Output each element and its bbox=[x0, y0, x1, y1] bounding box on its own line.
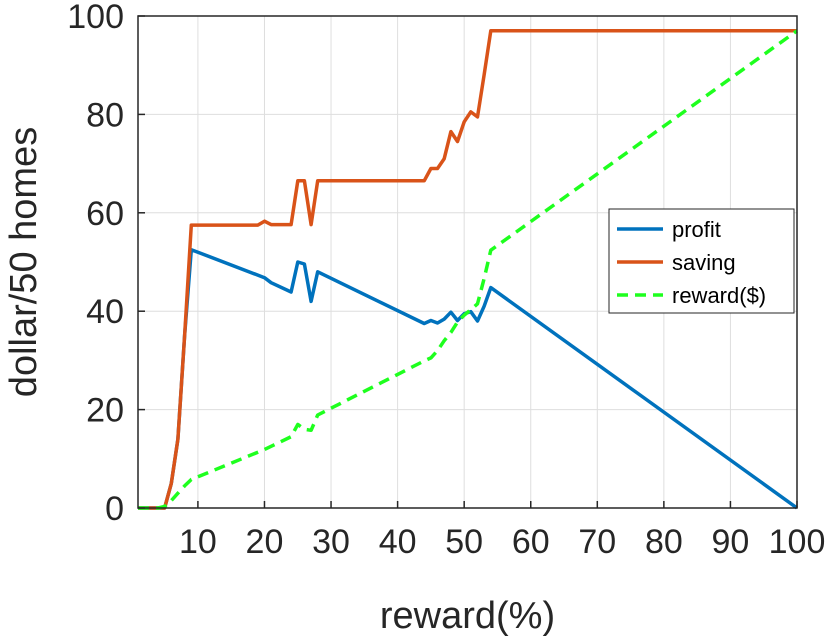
x-tick-label: 100 bbox=[769, 523, 826, 561]
axis-ticks: 10 20 30 40 50 60 70 80 90 100 0 20 40 60 80 100 bbox=[67, 0, 825, 561]
x-tick-label: 60 bbox=[512, 523, 550, 561]
x-tick-label: 50 bbox=[445, 523, 483, 561]
y-tick-label: 100 bbox=[67, 0, 124, 36]
x-tick-label: 90 bbox=[712, 523, 750, 561]
x-tick-label: 30 bbox=[312, 523, 350, 561]
legend-label: saving bbox=[672, 250, 736, 275]
y-axis-label: dollar/50 homes bbox=[3, 127, 45, 397]
legend-label: profit bbox=[672, 217, 721, 242]
legend-label: reward($) bbox=[672, 283, 766, 308]
series-lines bbox=[138, 29, 799, 510]
series-line-reward bbox=[138, 29, 799, 510]
plot-frame bbox=[137, 15, 798, 509]
x-tick-label: 40 bbox=[379, 523, 417, 561]
x-tick-label: 20 bbox=[246, 523, 284, 561]
x-tick-label: 10 bbox=[179, 523, 217, 561]
y-tick-label: 0 bbox=[105, 490, 124, 528]
y-tick-label: 60 bbox=[86, 195, 124, 233]
y-tick-label: 40 bbox=[86, 293, 124, 331]
y-tick-label: 80 bbox=[86, 96, 124, 134]
legend: profit saving reward($) bbox=[608, 208, 795, 314]
y-tick-label: 20 bbox=[86, 392, 124, 430]
x-axis-label: reward(%) bbox=[380, 595, 555, 637]
x-tick-label: 80 bbox=[645, 523, 683, 561]
x-tick-label: 70 bbox=[578, 523, 616, 561]
series-line-saving bbox=[138, 29, 797, 510]
